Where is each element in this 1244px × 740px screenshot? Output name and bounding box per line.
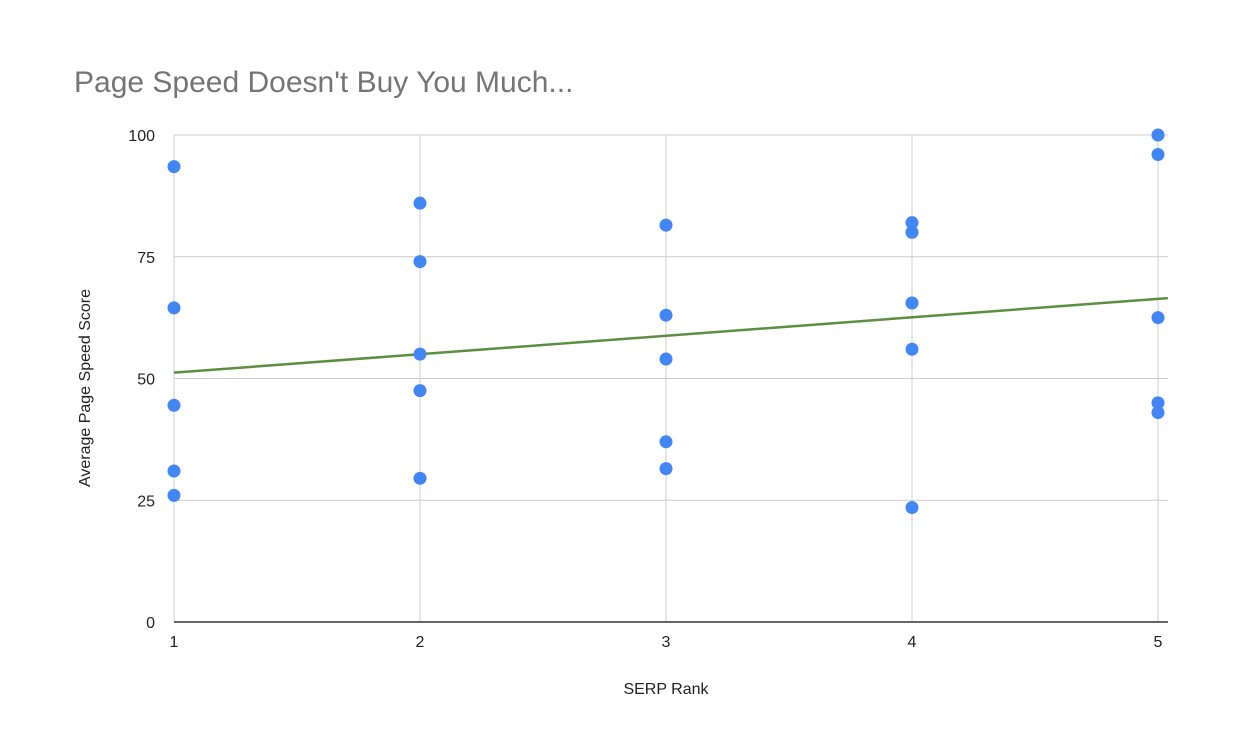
data-point <box>167 488 181 502</box>
data-point <box>413 384 427 398</box>
trendline <box>173 296 1168 374</box>
data-point <box>1151 147 1165 161</box>
data-point <box>167 160 181 174</box>
x-tick-label: 5 <box>1154 634 1163 651</box>
data-point <box>905 216 919 230</box>
grid-lines <box>173 134 1168 622</box>
y-axis-label: Average Page Speed Score <box>77 289 94 487</box>
data-point <box>413 196 427 210</box>
data-point <box>659 308 673 322</box>
y-tick-label: 50 <box>137 372 155 389</box>
data-point <box>167 398 181 412</box>
x-tick-label: 3 <box>662 634 671 651</box>
data-point <box>659 435 673 449</box>
data-point <box>413 255 427 269</box>
x-tick-label: 1 <box>170 634 179 651</box>
data-point <box>167 301 181 315</box>
trendline-group <box>173 296 1168 374</box>
x-tick-label: 2 <box>416 634 425 651</box>
y-tick-label: 25 <box>137 493 155 510</box>
data-point <box>1151 128 1165 142</box>
data-points <box>167 128 1165 515</box>
data-point <box>1151 396 1165 410</box>
y-tick-label: 100 <box>128 128 155 145</box>
y-tick-label: 75 <box>137 250 155 267</box>
data-point <box>659 462 673 476</box>
data-point <box>167 464 181 478</box>
data-point <box>659 218 673 232</box>
y-tick-label: 0 <box>146 615 155 632</box>
chart-title: Page Speed Doesn't Buy You Much... <box>74 66 574 99</box>
data-point <box>659 352 673 366</box>
data-point <box>413 471 427 485</box>
data-point <box>1151 406 1165 420</box>
data-point <box>905 296 919 310</box>
axis-labels: 0 25 50 75 100 1 2 3 4 5 SERP Rank Average Page Spe… <box>77 128 1163 698</box>
data-point <box>1151 311 1165 325</box>
x-tick-label: 4 <box>908 634 917 651</box>
x-axis-label: SERP Rank <box>623 681 709 698</box>
data-point <box>905 225 919 239</box>
data-point <box>905 342 919 356</box>
data-point <box>905 501 919 515</box>
data-point <box>413 347 427 361</box>
